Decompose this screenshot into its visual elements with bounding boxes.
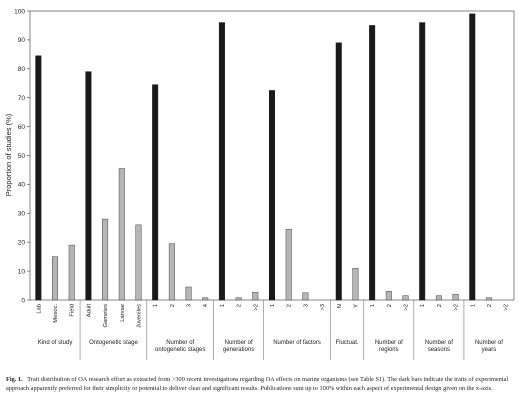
- x-tick-label: Adult: [86, 304, 92, 318]
- bar-chart: 0 10 20 30 40 50 60 70 80 90 100 Lab Mesoc. Field Kind…: [4, 8, 515, 360]
- y-tick-label: 20: [18, 240, 26, 247]
- y-tick-label: 10: [18, 268, 26, 275]
- bar-4-1: [269, 90, 275, 301]
- group-label: Fluctuat.: [336, 340, 359, 346]
- y-tick-label: 70: [18, 95, 26, 102]
- bar-0-Mesoc.: [52, 256, 59, 301]
- bar-6->2: [402, 295, 409, 301]
- bar-7->2: [452, 293, 459, 301]
- x-tick-label: 2: [170, 304, 176, 307]
- bar-6-1: [369, 25, 376, 301]
- bar-2-2: [168, 243, 175, 301]
- x-tick-label: Field: [70, 304, 76, 317]
- group-label: Kind of study: [38, 340, 73, 346]
- x-tick-label: >2: [454, 304, 460, 311]
- bar-5-Y: [352, 267, 359, 301]
- x-tick-label: 1: [220, 304, 226, 307]
- group-label: Number of factors: [273, 340, 321, 346]
- bar-1-Adult: [85, 71, 92, 301]
- x-tick-label: 1: [270, 304, 276, 307]
- caption-text: Trait distribution of OA research effort…: [6, 376, 509, 392]
- x-tick-label: 2: [287, 304, 293, 307]
- x-tick-label: Lab: [36, 304, 42, 314]
- bar-7-1: [419, 22, 426, 301]
- bar-7-2: [435, 295, 442, 301]
- bar-4-3: [302, 292, 309, 301]
- bar-4-2: [285, 228, 292, 301]
- x-tick-label: 3: [187, 304, 193, 307]
- x-tick-label: >3: [320, 304, 326, 311]
- x-tick-label: 2: [487, 304, 493, 307]
- group-label: Number of regions: [375, 340, 403, 353]
- bar-8-2: [485, 297, 492, 301]
- bar-2-3: [185, 286, 192, 301]
- bar-1-Juveniles: [135, 224, 142, 301]
- bar-1-Gametes: [102, 218, 109, 301]
- y-tick-label: 100: [14, 8, 25, 15]
- y-axis-label: Proportion of studies (%): [4, 113, 13, 196]
- group-label: Number of seasons: [425, 340, 453, 353]
- group-label: Number of years: [475, 340, 503, 353]
- bar-0-Lab: [35, 55, 42, 301]
- bar-2-1: [152, 84, 159, 301]
- x-tick-label: N: [337, 304, 343, 308]
- x-tick-label: 3: [303, 304, 309, 307]
- plot-area: 0 10 20 30 40 50 60 70 80 90 100 Lab Mesoc. Field Kind…: [14, 8, 515, 360]
- bar-3-1: [218, 22, 225, 301]
- group-label: Number of ontogenetic stages: [155, 340, 205, 353]
- y-tick-label: 0: [21, 297, 25, 304]
- x-tick-label: 1: [153, 304, 159, 307]
- figure-caption: Fig. 1. Trait distribution of OA researc…: [6, 376, 514, 393]
- y-tick-label: 40: [18, 182, 26, 189]
- bar-5-N: [335, 42, 342, 301]
- x-tick-label: Gametes: [103, 304, 109, 328]
- x-tick-label: 4: [203, 303, 209, 307]
- group-label: Number of generations: [223, 340, 254, 353]
- bar-6-2: [385, 291, 392, 301]
- bar-3-2: [235, 297, 242, 301]
- x-tick-label: >2: [504, 304, 510, 311]
- y-tick-label: 80: [18, 66, 26, 73]
- y-tick-label: 90: [18, 37, 26, 44]
- caption-label: Fig. 1.: [6, 376, 23, 383]
- x-tick-label: Mesoc.: [53, 304, 59, 323]
- bar-1-Larvae: [118, 168, 125, 301]
- x-tick-label: 2: [437, 304, 443, 307]
- x-tick-label: Y: [353, 304, 359, 308]
- x-tick-label: >2: [404, 304, 410, 311]
- y-tick-label: 30: [18, 211, 26, 218]
- x-tick-label: Juveniles: [136, 304, 142, 328]
- bar-0-Field: [68, 244, 75, 301]
- x-tick-label: 2: [387, 304, 393, 307]
- x-tick-label: >2: [253, 304, 259, 311]
- x-tick-label: 1: [370, 304, 376, 307]
- x-tick-label: 2: [237, 304, 243, 307]
- x-tick-label: 1: [470, 304, 476, 307]
- y-tick-label: 60: [18, 124, 26, 131]
- y-tick-label: 50: [18, 153, 26, 160]
- x-tick-label: Larvae: [120, 304, 126, 322]
- group-label: Ontogenetic stage: [89, 340, 138, 346]
- bar-8-1: [469, 13, 476, 301]
- x-tick-label: 1: [420, 304, 426, 307]
- bar-3->2: [252, 291, 259, 301]
- bar-2-4: [202, 297, 209, 301]
